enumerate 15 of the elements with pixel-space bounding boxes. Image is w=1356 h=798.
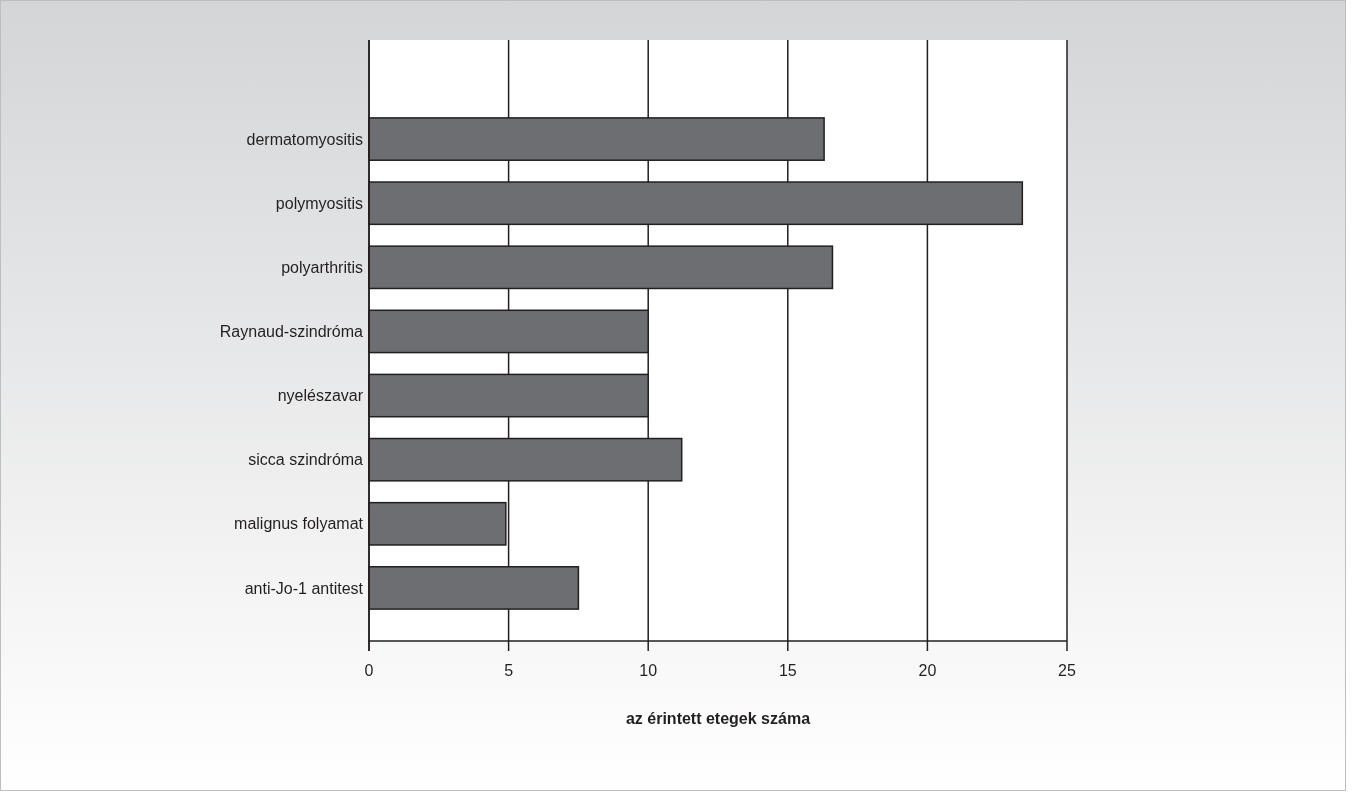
x-tick-label: 5 (504, 662, 514, 679)
x-tick-label: 0 (364, 662, 374, 679)
x-tick-label: 10 (639, 662, 658, 679)
x-tick-label: 15 (778, 662, 797, 679)
y-tick-label: malignus folyamat (234, 515, 364, 533)
y-tick-label: sicca szindróma (248, 451, 364, 469)
y-tick-label: Raynaud-szindróma (219, 323, 364, 341)
y-tick-label: anti-Jo-1 antitest (244, 579, 364, 597)
y-tick-label: polyarthritis (281, 258, 363, 276)
x-tick-label: 25 (1058, 662, 1076, 679)
y-tick-label: polymyositis (275, 194, 363, 212)
y-tick-label: dermatomyositis (246, 130, 363, 148)
x-axis-title: az érintett etegek száma (625, 710, 811, 727)
y-tick-label: nyelészavar (277, 387, 364, 405)
x-tick-label: 20 (918, 662, 937, 679)
